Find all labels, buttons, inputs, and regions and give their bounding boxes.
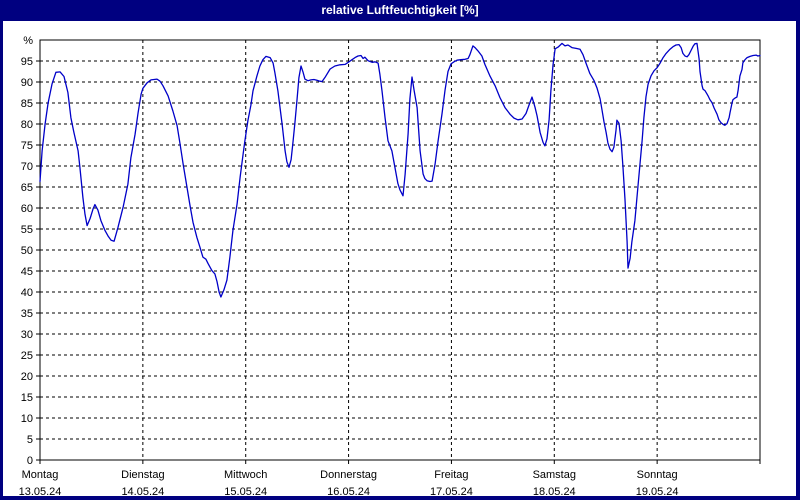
x-weekday-label: Donnerstag — [320, 469, 377, 481]
y-tick-label: 35 — [21, 308, 33, 320]
y-tick-label: 15 — [21, 392, 33, 404]
y-tick-label: 80 — [21, 119, 33, 131]
y-tick-label: 5 — [27, 434, 33, 446]
y-tick-label: 45 — [21, 266, 33, 278]
x-date-label: 18.05.24 — [533, 486, 576, 498]
humidity-line — [39, 42, 761, 298]
y-tick-label: 90 — [21, 77, 33, 89]
x-date-label: 15.05.24 — [224, 486, 267, 498]
y-tick-label: 70 — [21, 161, 33, 173]
y-tick-label: 0 — [27, 455, 33, 467]
y-tick-label: 85 — [21, 98, 33, 110]
x-weekday-label: Mittwoch — [224, 469, 267, 481]
x-weekday-label: Montag — [22, 469, 59, 481]
y-tick-label: 75 — [21, 140, 33, 152]
y-tick-label: 30 — [21, 329, 33, 341]
x-weekday-label: Samstag — [533, 469, 576, 481]
y-tick-label: 50 — [21, 245, 33, 257]
y-tick-label: 10 — [21, 413, 33, 425]
x-date-label: 13.05.24 — [19, 486, 62, 498]
x-weekday-label: Freitag — [434, 469, 468, 481]
x-date-label: 17.05.24 — [430, 486, 473, 498]
y-axis-unit-label: % — [23, 35, 33, 47]
y-tick-label: 55 — [21, 224, 33, 236]
chart-title: relative Luftfeuchtigkeit [%] — [321, 3, 479, 17]
y-tick-label: 95 — [21, 56, 33, 68]
x-weekday-label: Sonntag — [637, 469, 678, 481]
y-tick-label: 25 — [21, 350, 33, 362]
x-date-label: 16.05.24 — [327, 486, 370, 498]
y-tick-label: 65 — [21, 182, 33, 194]
x-date-label: 19.05.24 — [636, 486, 679, 498]
y-tick-label: 60 — [21, 203, 33, 215]
x-date-label: 14.05.24 — [121, 486, 164, 498]
y-tick-label: 20 — [21, 371, 33, 383]
y-tick-label: 40 — [21, 287, 33, 299]
x-weekday-label: Dienstag — [121, 469, 164, 481]
title-bar: relative Luftfeuchtigkeit [%] — [0, 0, 800, 21]
